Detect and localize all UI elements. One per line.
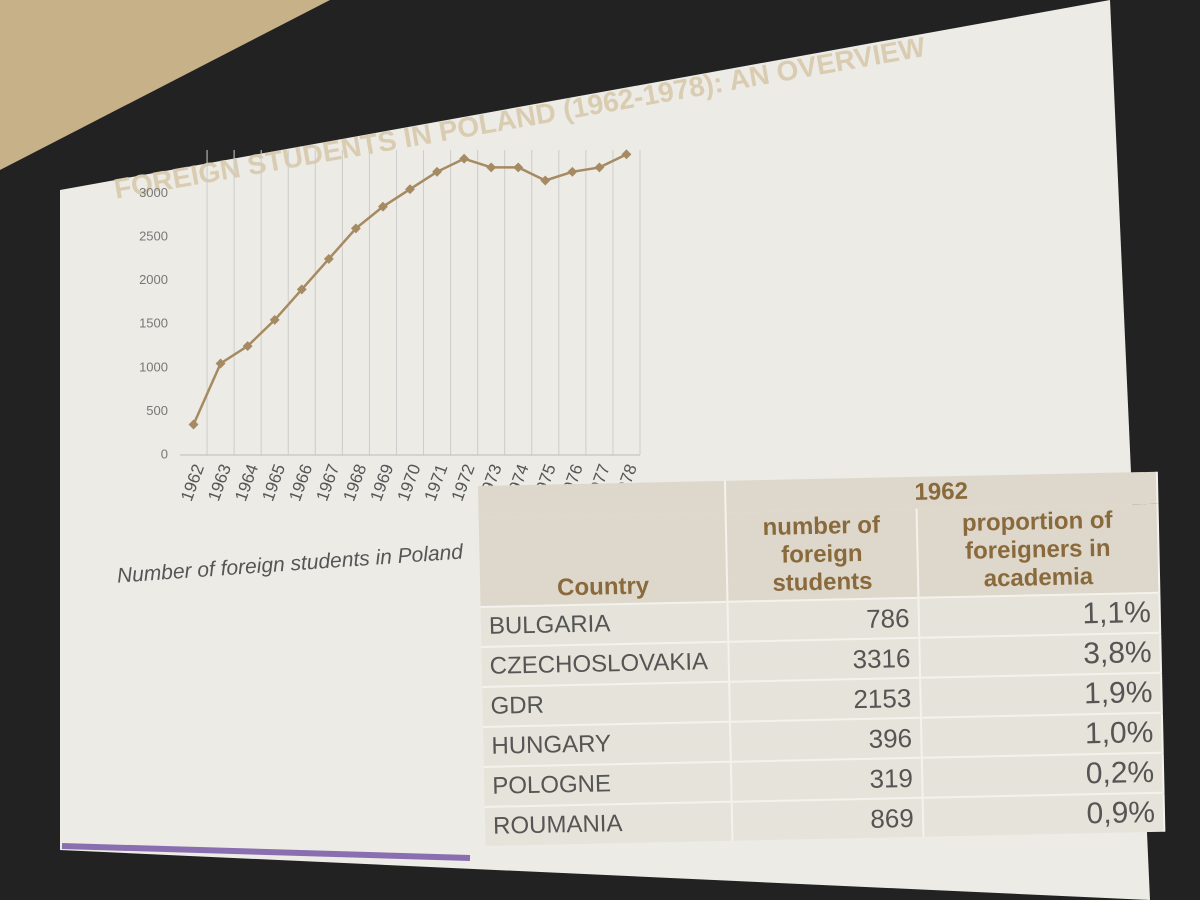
table-cell: CZECHOSLOVAKIA [481, 641, 730, 687]
table-cell: 3,8% [918, 632, 1162, 678]
table-header: proportion of foreigners in academia [916, 503, 1160, 598]
data-point [350, 223, 361, 234]
table-header: Country [478, 512, 728, 607]
data-point [323, 253, 334, 264]
wall [0, 0, 330, 170]
data-point [242, 341, 253, 352]
data-point [296, 284, 307, 295]
table-header [478, 480, 726, 518]
y-tick-label: 1500 [139, 316, 168, 331]
data-point [540, 175, 551, 186]
data-point [377, 201, 388, 212]
y-tick-label: 0 [161, 446, 168, 461]
table-cell: ROUMANIA [484, 801, 733, 846]
data-point [405, 184, 415, 195]
table-cell: 3316 [728, 637, 920, 682]
data-point [215, 358, 226, 369]
table-cell: 1,0% [920, 712, 1163, 758]
data-point [269, 314, 280, 325]
y-tick-label: 2000 [139, 272, 168, 287]
slide-accent [61, 843, 471, 861]
table-cell: POLOGNE [483, 761, 732, 807]
table-cell: 0,2% [921, 752, 1164, 798]
y-tick-label: 2500 [139, 229, 168, 244]
table-cell: BULGARIA [480, 601, 729, 647]
table-cell: 1,1% [918, 592, 1161, 638]
table-cell: 0,9% [922, 792, 1165, 837]
table-cell: HUNGARY [483, 721, 731, 767]
y-tick-label: 500 [146, 403, 168, 418]
table-cell: 1,9% [919, 672, 1162, 718]
data-point [459, 153, 470, 164]
data-table: 1962 Country number of foreign students pro… [478, 471, 1165, 846]
table-cell: 2153 [729, 677, 921, 722]
table-cell: 869 [731, 797, 924, 841]
data-point [188, 419, 199, 430]
data-point [486, 162, 497, 173]
y-tick-label: 1000 [139, 359, 168, 374]
data-point [621, 149, 632, 160]
table-cell: GDR [482, 681, 730, 727]
table-cell: 786 [727, 597, 919, 642]
table-cell: 319 [730, 757, 923, 802]
data-point [594, 162, 605, 173]
data-point [432, 166, 443, 177]
data-point [513, 162, 524, 173]
table-header: number of foreign students [725, 508, 919, 602]
data-point [567, 166, 578, 177]
y-tick-label: 3000 [139, 185, 168, 200]
table-cell: 396 [729, 717, 922, 762]
